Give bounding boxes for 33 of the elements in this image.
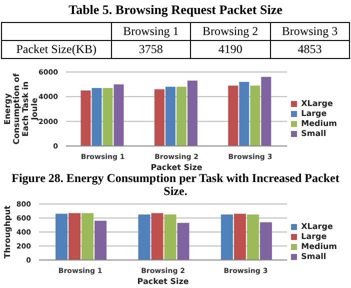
bar	[56, 214, 68, 260]
legend-label: XLarge	[301, 222, 333, 231]
bar	[177, 222, 190, 260]
data-label: 4190	[190, 40, 270, 58]
bar	[246, 214, 259, 260]
bar	[82, 213, 94, 260]
category-label: Browsing 2	[190, 22, 270, 40]
legend-label: Small	[301, 129, 326, 138]
legend-label: Medium	[301, 119, 337, 128]
legend-label: Small	[301, 252, 326, 261]
bar	[138, 214, 150, 260]
data-label: 3758	[111, 40, 191, 58]
data-label: 4853	[270, 40, 350, 58]
text: Packet Size(KB)	[2, 40, 112, 58]
y-axis-title: Throughput	[3, 205, 12, 258]
caption: Figure 28. Energy Consumption per Task with Increased Packet Size.	[10, 171, 340, 198]
bar	[164, 214, 176, 260]
legend-label: Medium	[301, 242, 337, 251]
bar	[94, 220, 107, 260]
text: Table 5. Browsing Request Packet Size	[68, 2, 284, 18]
bar	[260, 222, 272, 260]
category-label: Browsing 1	[111, 22, 191, 40]
category-label: Browsing 3	[270, 22, 350, 40]
x-axis-title: Packet Size	[150, 163, 203, 172]
x-axis-title: Packet Size	[137, 277, 190, 286]
bar	[151, 213, 164, 260]
legend-label: Large	[301, 232, 327, 241]
bar	[68, 213, 81, 260]
bar	[234, 214, 246, 260]
legend-label: Large	[301, 109, 327, 118]
bar	[220, 214, 233, 260]
y-axis-title: Energy Consumption of Each Task in Joule	[3, 72, 39, 145]
legend-label: XLarge	[301, 99, 333, 108]
